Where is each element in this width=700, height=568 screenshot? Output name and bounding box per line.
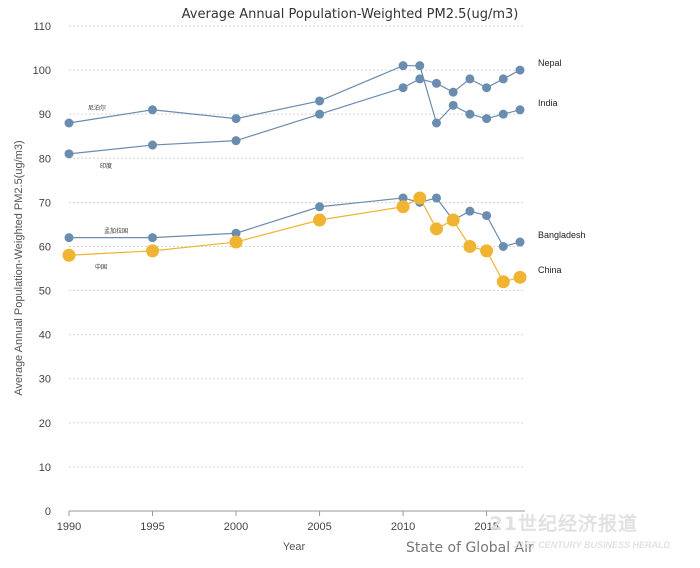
x-axis-label: Year <box>283 541 306 553</box>
nepal-point-2000 <box>231 114 241 124</box>
nepal-point-2015 <box>482 114 492 124</box>
y-tick-50: 50 <box>39 286 51 298</box>
india-point-2013 <box>448 87 458 97</box>
nepal-point-2010 <box>398 61 408 71</box>
nepal-point-2016 <box>498 109 508 119</box>
china-point-2010 <box>396 200 410 214</box>
china-line <box>68 197 521 283</box>
nepal-point-2011 <box>415 61 425 71</box>
nepal-point-2017 <box>515 105 525 115</box>
watermark-logo-cn: 21世纪经济报道 <box>489 513 638 535</box>
x-tick-2005: 2005 <box>307 521 331 533</box>
china-point-1995 <box>146 244 160 258</box>
india-point-2015 <box>482 83 492 93</box>
china-point-2017 <box>513 270 527 284</box>
bangladesh-cn-label: 孟加拉国 <box>104 227 128 235</box>
x-tick-1995: 1995 <box>140 521 164 533</box>
bangladesh-point-1995 <box>148 233 158 243</box>
india-cn-label: 印度 <box>100 162 112 170</box>
x-axis-ticks: 1990 1995 2000 2005 2010 2015 <box>57 511 499 533</box>
nepal-point-2013 <box>448 100 458 110</box>
china-point-2012 <box>429 222 443 236</box>
bangladesh-point-2014 <box>465 206 475 216</box>
india-point-2000 <box>231 136 241 146</box>
y-tick-70: 70 <box>39 197 51 209</box>
y-tick-20: 20 <box>39 418 51 430</box>
india-point-2005 <box>315 109 325 119</box>
india-point-1990 <box>64 149 74 159</box>
india-label: India <box>538 98 558 108</box>
india-point-2011 <box>415 74 425 84</box>
nepal-point-2005 <box>315 96 325 106</box>
india-point-2017 <box>515 65 525 75</box>
bangladesh-label: Bangladesh <box>538 230 586 240</box>
china-point-2016 <box>496 275 510 289</box>
china-point-2015 <box>480 244 494 258</box>
y-tick-100: 100 <box>33 65 51 77</box>
series-group <box>62 61 527 289</box>
y-tick-60: 60 <box>39 241 51 253</box>
nepal-label: Nepal <box>538 58 562 68</box>
nepal-point-2014 <box>465 109 475 119</box>
bangladesh-point-2000 <box>231 228 241 238</box>
y-tick-40: 40 <box>39 330 51 342</box>
india-point-1995 <box>148 140 158 150</box>
series-labels: Nepal 尼泊尔 India 印度 Bangladesh 孟加拉国 China 中国 <box>88 58 586 275</box>
y-tick-90: 90 <box>39 109 51 121</box>
india-point-2012 <box>431 78 441 88</box>
china-point-2000 <box>229 235 243 249</box>
y-tick-30: 30 <box>39 374 51 386</box>
x-tick-2015: 2015 <box>474 521 498 533</box>
bangladesh-point-2010 <box>398 193 408 203</box>
nepal-cn-label: 尼泊尔 <box>88 104 106 112</box>
china-point-1990 <box>62 248 76 262</box>
x-tick-2010: 2010 <box>391 521 415 533</box>
india-point-2010 <box>398 83 408 93</box>
china-point-2013 <box>446 213 460 227</box>
bangladesh-line <box>69 197 521 248</box>
x-tick-2000: 2000 <box>224 521 248 533</box>
bangladesh-point-2016 <box>498 241 508 251</box>
india-point-2016 <box>498 74 508 84</box>
bangladesh-point-1990 <box>64 233 74 243</box>
india-point-2014 <box>465 74 475 84</box>
nepal-point-1990 <box>64 118 74 128</box>
china-cn-label: 中国 <box>95 263 107 271</box>
y-tick-10: 10 <box>39 462 51 474</box>
chart-title: Average Annual Population-Weighted PM2.5… <box>182 7 519 22</box>
watermark-logo-en: 21ST CENTURY BUSINESS HERALD <box>514 540 670 550</box>
bangladesh-point-2015 <box>482 211 492 221</box>
y-tick-0: 0 <box>45 506 51 518</box>
china-point-2011 <box>413 191 427 205</box>
bangladesh-point-2012 <box>431 193 441 203</box>
y-tick-110: 110 <box>33 21 51 33</box>
china-label: China <box>538 265 562 275</box>
x-tick-1990: 1990 <box>57 521 81 533</box>
bangladesh-point-2005 <box>315 202 325 212</box>
source-credit: State of Global Air <box>406 540 534 556</box>
gridlines <box>69 25 525 512</box>
y-axis-label: Average Annual Population-Weighted PM2.5… <box>13 140 25 395</box>
nepal-point-1995 <box>148 105 158 115</box>
y-axis-ticks: 0 10 20 30 40 50 60 70 80 90 100 110 <box>33 21 51 518</box>
china-point-2005 <box>313 213 327 227</box>
y-tick-80: 80 <box>39 153 51 165</box>
nepal-point-2012 <box>431 118 441 128</box>
bangladesh-point-2017 <box>515 237 525 247</box>
china-point-2014 <box>463 239 477 253</box>
